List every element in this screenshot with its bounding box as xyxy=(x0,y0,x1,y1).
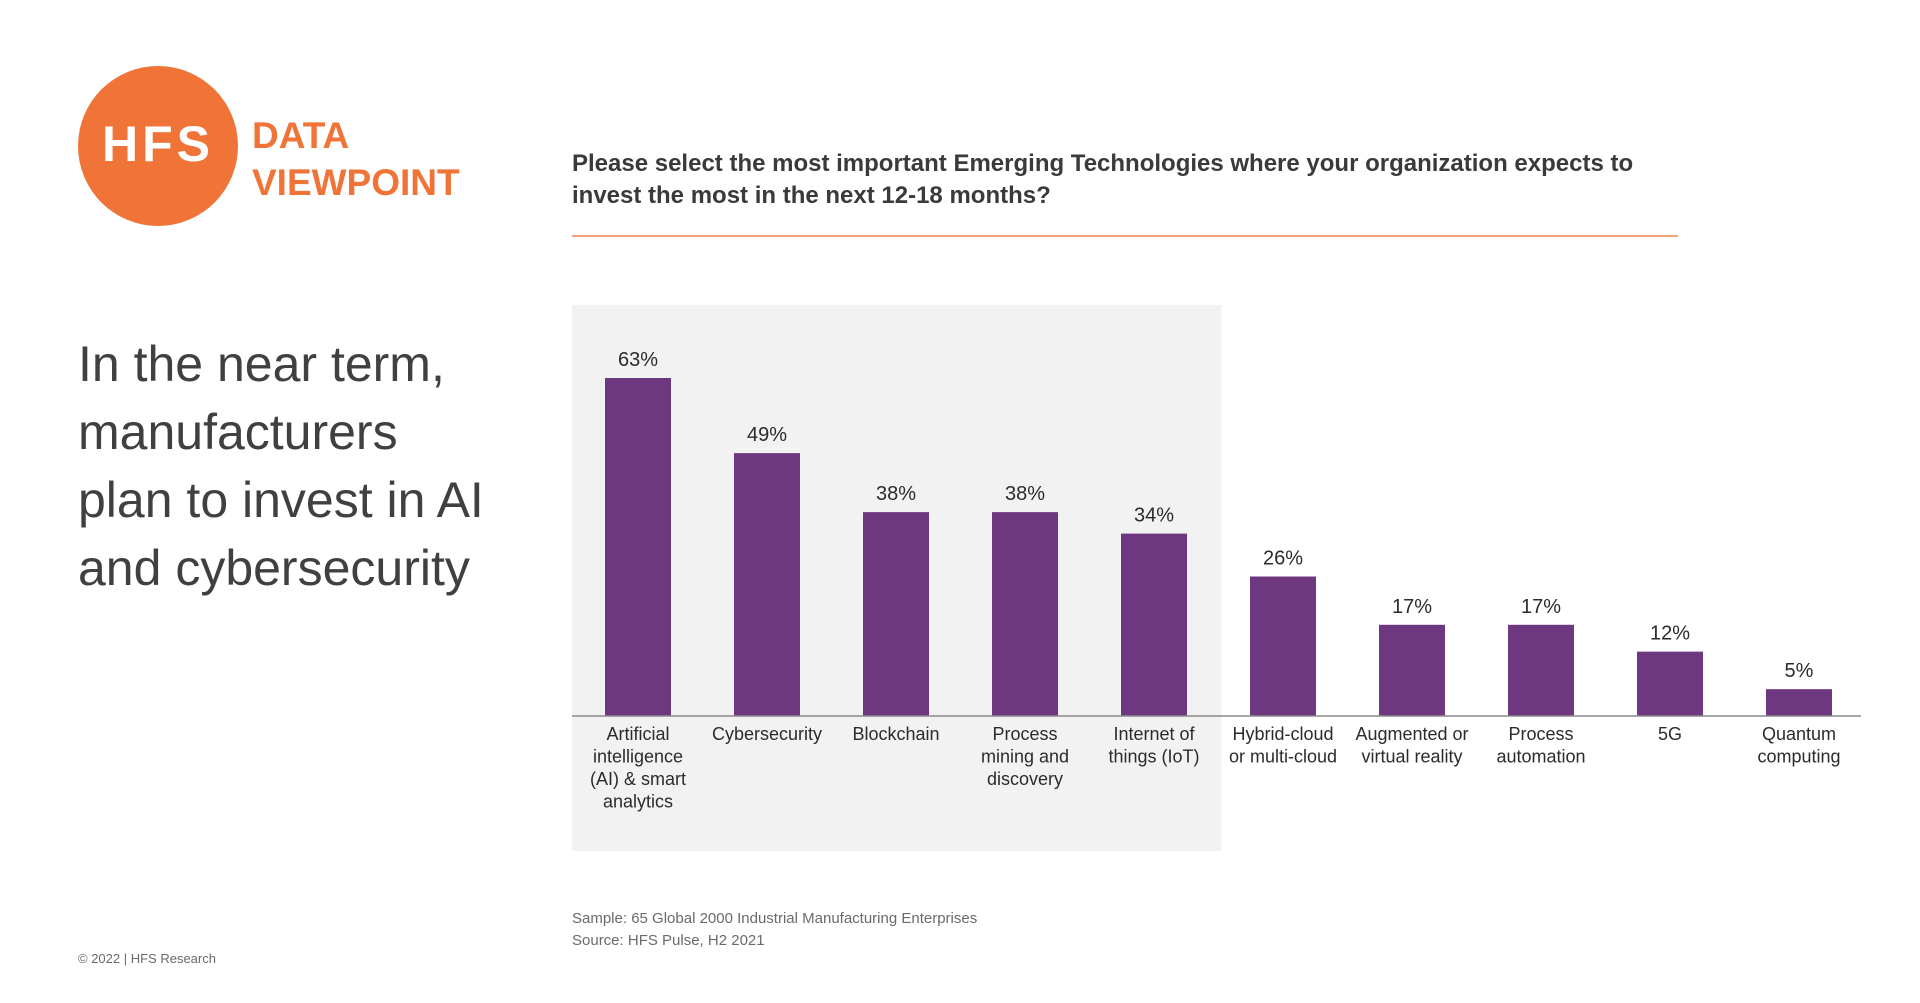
data-label: 38% xyxy=(1005,483,1045,505)
bar xyxy=(1766,689,1832,716)
category-label: Internet of things (IoT) xyxy=(1108,724,1199,767)
copyright: © 2022 | HFS Research xyxy=(78,951,216,966)
data-viewpoint-label: DATA VIEWPOINT xyxy=(252,112,460,206)
category-label: Artificial intelligence (AI) & smart analyt… xyxy=(590,724,686,812)
category-label: Process mining and discovery xyxy=(981,724,1069,789)
bar xyxy=(1121,533,1187,716)
sample-note: Sample: 65 Global 2000 Industrial Manufa… xyxy=(572,910,978,927)
bar xyxy=(734,453,800,716)
category-label: 5G xyxy=(1658,724,1682,744)
bar xyxy=(1637,651,1703,716)
question-divider xyxy=(572,235,1678,237)
data-label: 26% xyxy=(1263,548,1303,570)
hfs-logo-mark: HFS xyxy=(102,116,214,172)
bar xyxy=(1508,624,1574,716)
category-label: Quantum computing xyxy=(1757,724,1840,767)
logo-line-1: DATA xyxy=(252,115,350,156)
bar xyxy=(605,378,671,716)
data-label: 17% xyxy=(1392,596,1432,618)
data-label: 34% xyxy=(1134,505,1174,527)
survey-question: Please select the most important Emergin… xyxy=(572,150,1634,209)
data-label: 38% xyxy=(876,483,916,505)
source-notes: Sample: 65 Global 2000 Industrial Manufa… xyxy=(572,908,977,952)
data-label: 17% xyxy=(1521,596,1561,618)
category-label: Process automation xyxy=(1496,724,1585,767)
hfs-logo-circle: HFS xyxy=(78,66,238,226)
logo-line-2: VIEWPOINT xyxy=(252,162,460,203)
data-label: 12% xyxy=(1650,623,1690,645)
bar xyxy=(992,512,1058,716)
category-label: Hybrid-cloud or multi-cloud xyxy=(1229,724,1337,767)
category-label: Augmented or virtual reality xyxy=(1355,724,1468,767)
bar xyxy=(1379,624,1445,716)
source-note: Source: HFS Pulse, H2 2021 xyxy=(572,932,765,949)
data-label: 5% xyxy=(1785,660,1814,682)
bar xyxy=(863,512,929,716)
data-label: 49% xyxy=(747,424,787,446)
category-label: Cybersecurity xyxy=(712,724,822,744)
bar xyxy=(1250,576,1316,716)
data-label: 63% xyxy=(618,349,658,371)
category-label: Blockchain xyxy=(852,724,939,744)
headline: In the near term, manufacturers plan to … xyxy=(78,336,484,596)
